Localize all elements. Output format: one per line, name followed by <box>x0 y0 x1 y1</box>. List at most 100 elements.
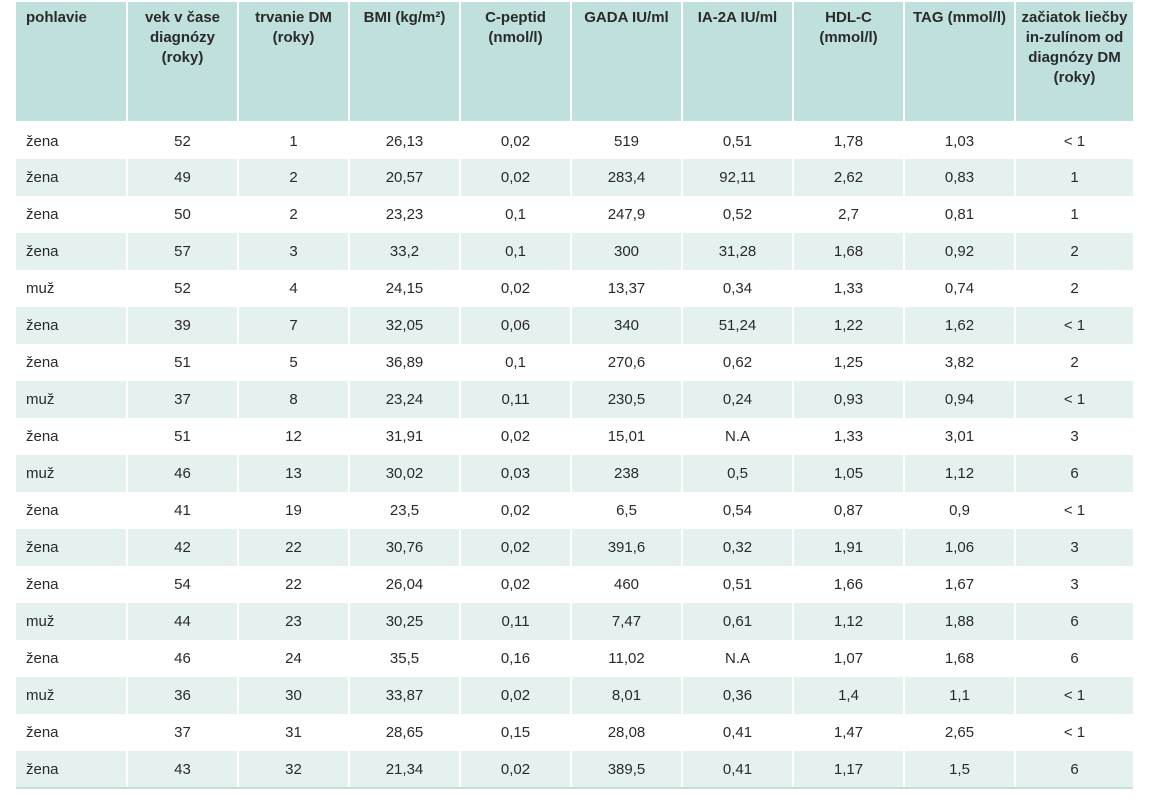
cell-tag: 1,12 <box>903 455 1015 492</box>
cell-bmi: 30,02 <box>348 455 460 492</box>
cell-hdl-c: 1,17 <box>792 751 904 789</box>
cell-pohlavie: žena <box>16 196 127 233</box>
cell-zaciatok-liecby: 6 <box>1014 455 1133 492</box>
cell-tag: 0,94 <box>903 381 1015 418</box>
cell-pohlavie: žena <box>16 307 127 344</box>
cell-gada: 11,02 <box>570 640 682 677</box>
table-row: žena 51 5 36,89 0,1 270,6 0,62 1,25 3,82 2 <box>16 344 1133 381</box>
cell-trvanie-dm: 19 <box>237 492 349 529</box>
cell-pohlavie: žena <box>16 492 127 529</box>
cell-bmi: 30,76 <box>348 529 460 566</box>
cell-gada: 391,6 <box>570 529 682 566</box>
header-hdl-c: HDL-C (mmol/l) <box>792 2 904 122</box>
cell-tag: 3,82 <box>903 344 1015 381</box>
cell-c-peptid: 0,02 <box>459 751 571 789</box>
header-ia-2a: IA-2A IU/ml <box>681 2 793 122</box>
cell-vek: 37 <box>126 381 238 418</box>
table-row: muž 44 23 30,25 0,11 7,47 0,61 1,12 1,88 6 <box>16 603 1133 640</box>
cell-c-peptid: 0,02 <box>459 270 571 307</box>
cell-hdl-c: 0,93 <box>792 381 904 418</box>
cell-hdl-c: 0,87 <box>792 492 904 529</box>
cell-trvanie-dm: 3 <box>237 233 349 270</box>
table-body: žena 52 1 26,13 0,02 519 0,51 1,78 1,03 < 1 žena 49… <box>16 122 1133 789</box>
table-row: žena 43 32 21,34 0,02 389,5 0,41 1,17 1,5 6 <box>16 751 1133 789</box>
table-row: žena 42 22 30,76 0,02 391,6 0,32 1,91 1,06 3 <box>16 529 1133 566</box>
cell-bmi: 32,05 <box>348 307 460 344</box>
cell-bmi: 23,5 <box>348 492 460 529</box>
cell-vek: 43 <box>126 751 238 789</box>
cell-zaciatok-liecby: 6 <box>1014 603 1133 640</box>
cell-bmi: 36,89 <box>348 344 460 381</box>
cell-bmi: 28,65 <box>348 714 460 751</box>
header-gada: GADA IU/ml <box>570 2 682 122</box>
cell-zaciatok-liecby: 2 <box>1014 233 1133 270</box>
cell-zaciatok-liecby: 3 <box>1014 566 1133 603</box>
cell-trvanie-dm: 1 <box>237 122 349 159</box>
cell-bmi: 23,23 <box>348 196 460 233</box>
cell-hdl-c: 1,12 <box>792 603 904 640</box>
cell-bmi: 21,34 <box>348 751 460 789</box>
cell-gada: 15,01 <box>570 418 682 455</box>
cell-tag: 3,01 <box>903 418 1015 455</box>
cell-pohlavie: žena <box>16 640 127 677</box>
table-row: muž 52 4 24,15 0,02 13,37 0,34 1,33 0,74 2 <box>16 270 1133 307</box>
cell-c-peptid: 0,11 <box>459 381 571 418</box>
cell-trvanie-dm: 4 <box>237 270 349 307</box>
cell-hdl-c: 1,78 <box>792 122 904 159</box>
cell-trvanie-dm: 31 <box>237 714 349 751</box>
cell-hdl-c: 2,62 <box>792 159 904 196</box>
cell-gada: 340 <box>570 307 682 344</box>
table-row: žena 46 24 35,5 0,16 11,02 N.A 1,07 1,68 6 <box>16 640 1133 677</box>
cell-zaciatok-liecby: 1 <box>1014 196 1133 233</box>
cell-pohlavie: muž <box>16 381 127 418</box>
cell-tag: 1,03 <box>903 122 1015 159</box>
cell-gada: 6,5 <box>570 492 682 529</box>
header-tag: TAG (mmol/l) <box>903 2 1015 122</box>
cell-ia-2a: N.A <box>681 640 793 677</box>
cell-vek: 36 <box>126 677 238 714</box>
cell-tag: 0,74 <box>903 270 1015 307</box>
cell-pohlavie: žena <box>16 751 127 789</box>
table-header: pohlavie vek v čase diagnózy (roky) trva… <box>16 2 1133 122</box>
cell-hdl-c: 1,4 <box>792 677 904 714</box>
cell-zaciatok-liecby: < 1 <box>1014 122 1133 159</box>
cell-zaciatok-liecby: 3 <box>1014 418 1133 455</box>
cell-vek: 51 <box>126 344 238 381</box>
cell-pohlavie: žena <box>16 418 127 455</box>
cell-pohlavie: žena <box>16 344 127 381</box>
table-row: žena 39 7 32,05 0,06 340 51,24 1,22 1,62 < 1 <box>16 307 1133 344</box>
cell-vek: 42 <box>126 529 238 566</box>
cell-pohlavie: žena <box>16 233 127 270</box>
cell-pohlavie: žena <box>16 714 127 751</box>
cell-vek: 54 <box>126 566 238 603</box>
cell-ia-2a: 31,28 <box>681 233 793 270</box>
cell-trvanie-dm: 13 <box>237 455 349 492</box>
cell-trvanie-dm: 30 <box>237 677 349 714</box>
cell-bmi: 31,91 <box>348 418 460 455</box>
header-bmi: BMI (kg/m²) <box>348 2 460 122</box>
cell-vek: 46 <box>126 455 238 492</box>
cell-bmi: 26,04 <box>348 566 460 603</box>
header-row: pohlavie vek v čase diagnózy (roky) trva… <box>16 2 1133 122</box>
cell-ia-2a: 0,52 <box>681 196 793 233</box>
cell-ia-2a: N.A <box>681 418 793 455</box>
cell-hdl-c: 1,47 <box>792 714 904 751</box>
cell-ia-2a: 0,61 <box>681 603 793 640</box>
cell-zaciatok-liecby: 2 <box>1014 270 1133 307</box>
table-row: žena 49 2 20,57 0,02 283,4 92,11 2,62 0,83 1 <box>16 159 1133 196</box>
cell-tag: 0,83 <box>903 159 1015 196</box>
cell-trvanie-dm: 2 <box>237 196 349 233</box>
cell-c-peptid: 0,02 <box>459 492 571 529</box>
cell-ia-2a: 0,41 <box>681 714 793 751</box>
cell-gada: 230,5 <box>570 381 682 418</box>
cell-vek: 57 <box>126 233 238 270</box>
cell-ia-2a: 92,11 <box>681 159 793 196</box>
header-c-peptid: C-peptid (nmol/l) <box>459 2 571 122</box>
cell-vek: 44 <box>126 603 238 640</box>
cell-tag: 1,68 <box>903 640 1015 677</box>
cell-zaciatok-liecby: < 1 <box>1014 677 1133 714</box>
cell-ia-2a: 0,32 <box>681 529 793 566</box>
cell-c-peptid: 0,02 <box>459 159 571 196</box>
cell-gada: 300 <box>570 233 682 270</box>
cell-hdl-c: 2,7 <box>792 196 904 233</box>
